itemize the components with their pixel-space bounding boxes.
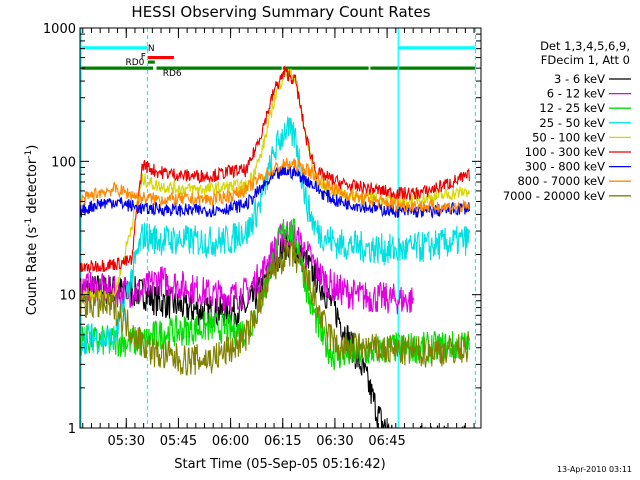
legend-header-line-2: FDecim 1, Att 0	[541, 53, 630, 67]
timestamp: 13-Apr-2010 03:11	[557, 465, 632, 474]
legend-header-line-1: Det 1,3,4,5,6,9,	[540, 39, 630, 53]
legend-label-1: 6 - 12 keV	[547, 87, 605, 101]
series-line-3	[80, 116, 470, 355]
flag-label-rd0: RD0	[125, 58, 144, 68]
series-line-5	[80, 65, 470, 273]
legend-label-2: 12 - 25 keV	[539, 101, 605, 115]
x-tick-label: 05:45	[160, 434, 197, 449]
legend-label-4: 50 - 100 keV	[532, 130, 605, 144]
y-tick-label: 10	[59, 289, 76, 304]
series-line-1	[80, 221, 415, 315]
x-tick-label: 06:00	[212, 434, 249, 449]
legend-label-3: 25 - 50 keV	[539, 116, 605, 130]
y-tick-label: 100	[51, 155, 76, 170]
x-tick-label: 05:30	[108, 434, 145, 449]
flag-label-rd6: RD6	[163, 69, 182, 79]
x-axis-label: Start Time (05-Sep-05 05:16:42)	[174, 457, 385, 472]
y-tick-label: 1	[68, 422, 76, 437]
y-tick-label: 1000	[43, 22, 76, 37]
legend-label-8: 7000 - 20000 keV	[503, 189, 605, 203]
legend-label-0: 3 - 6 keV	[554, 72, 605, 86]
legend-label-7: 800 - 7000 keV	[517, 174, 605, 188]
y-axis: 1 10 100 1000	[43, 22, 481, 437]
legend-label-6: 300 - 800 keV	[525, 160, 605, 174]
x-tick-label: 06:15	[264, 434, 301, 449]
legend: Det 1,3,4,5,6,9, FDecim 1, Att 0 3 - 6 k…	[503, 39, 631, 203]
flag-label-f: F	[141, 53, 146, 63]
x-axis: 05:30 05:45 06:00 06:15 06:30 06:45	[82, 28, 475, 449]
x-tick-label: 06:45	[368, 434, 405, 449]
flag-label-n: N	[148, 44, 155, 54]
plot-frame	[79, 27, 482, 429]
series-line-6	[80, 165, 470, 219]
x-tick-label: 06:30	[316, 434, 353, 449]
y-axis-label: Count Rate (s-1 detector-1)	[24, 145, 40, 316]
series-line-8	[80, 238, 470, 376]
series-line-7	[80, 157, 470, 214]
series-lines	[80, 65, 470, 428]
chart-title: HESSI Observing Summary Count Rates	[131, 3, 430, 21]
legend-label-5: 100 - 300 keV	[525, 145, 605, 159]
